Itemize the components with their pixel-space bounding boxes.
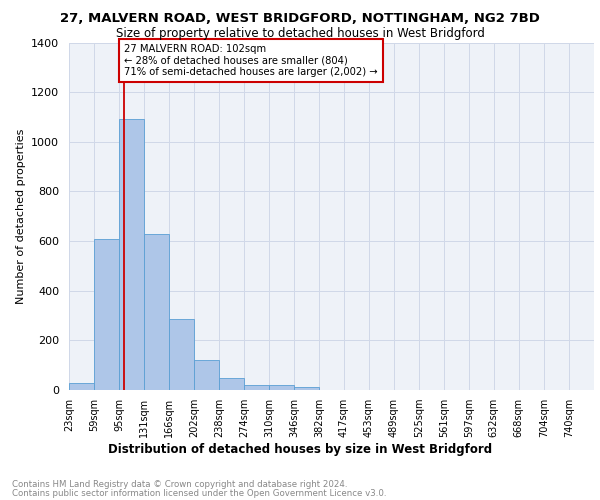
Bar xyxy=(194,360,219,390)
Bar xyxy=(144,234,169,390)
Bar xyxy=(219,378,244,390)
Bar xyxy=(169,320,194,390)
Bar xyxy=(69,382,94,390)
Text: 27, MALVERN ROAD, WEST BRIDGFORD, NOTTINGHAM, NG2 7BD: 27, MALVERN ROAD, WEST BRIDGFORD, NOTTIN… xyxy=(60,12,540,26)
Text: Contains public sector information licensed under the Open Government Licence v3: Contains public sector information licen… xyxy=(12,488,386,498)
Bar xyxy=(269,384,294,390)
Y-axis label: Number of detached properties: Number of detached properties xyxy=(16,128,26,304)
Bar xyxy=(119,120,144,390)
Bar xyxy=(244,384,269,390)
Text: Distribution of detached houses by size in West Bridgford: Distribution of detached houses by size … xyxy=(108,442,492,456)
Bar xyxy=(294,387,319,390)
Text: Contains HM Land Registry data © Crown copyright and database right 2024.: Contains HM Land Registry data © Crown c… xyxy=(12,480,347,489)
Bar xyxy=(94,238,119,390)
Text: Size of property relative to detached houses in West Bridgford: Size of property relative to detached ho… xyxy=(116,28,484,40)
Text: 27 MALVERN ROAD: 102sqm
← 28% of detached houses are smaller (804)
71% of semi-d: 27 MALVERN ROAD: 102sqm ← 28% of detache… xyxy=(124,44,378,77)
